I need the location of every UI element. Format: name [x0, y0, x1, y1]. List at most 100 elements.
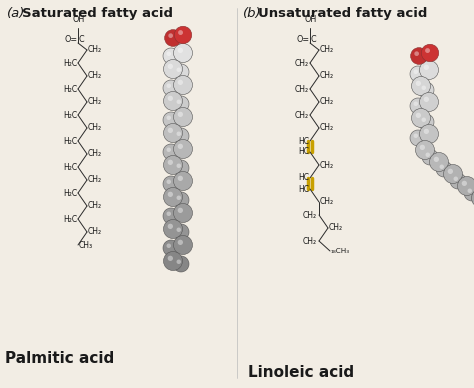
Circle shape [173, 96, 189, 112]
Circle shape [418, 114, 434, 130]
Text: CH₂: CH₂ [295, 85, 309, 94]
Circle shape [413, 133, 418, 138]
Circle shape [447, 169, 453, 174]
Circle shape [164, 220, 182, 239]
Circle shape [467, 189, 472, 193]
Circle shape [444, 165, 463, 184]
Circle shape [173, 171, 192, 191]
Text: C: C [311, 35, 317, 43]
Circle shape [410, 66, 426, 82]
Text: CH₂: CH₂ [320, 45, 334, 54]
Circle shape [173, 64, 189, 80]
Circle shape [168, 96, 173, 101]
Circle shape [163, 112, 179, 128]
Circle shape [176, 196, 181, 200]
Text: CH₂: CH₂ [320, 161, 334, 170]
Circle shape [164, 251, 182, 270]
Circle shape [416, 140, 435, 159]
Text: CH₂: CH₂ [295, 111, 309, 120]
Circle shape [166, 147, 171, 152]
Text: HC: HC [298, 147, 309, 156]
Circle shape [421, 44, 439, 62]
Circle shape [424, 129, 429, 134]
Text: H₂C: H₂C [63, 189, 77, 197]
Text: ₁₈CH₃: ₁₈CH₃ [331, 248, 350, 254]
Circle shape [178, 144, 183, 149]
Text: Palmitic acid: Palmitic acid [5, 351, 114, 366]
Text: Saturated fatty acid: Saturated fatty acid [22, 7, 173, 20]
Circle shape [174, 26, 192, 44]
Circle shape [439, 165, 444, 169]
Text: Unsaturated fatty acid: Unsaturated fatty acid [258, 7, 428, 20]
Circle shape [413, 102, 418, 106]
Text: HC: HC [298, 137, 309, 146]
Circle shape [173, 107, 192, 126]
Circle shape [416, 81, 421, 86]
Circle shape [178, 176, 183, 181]
Text: CH₂: CH₂ [295, 59, 309, 68]
Circle shape [419, 125, 438, 144]
Circle shape [163, 176, 179, 192]
Text: CH₂: CH₂ [303, 211, 317, 220]
Circle shape [410, 130, 426, 146]
Text: C: C [79, 35, 85, 43]
Circle shape [424, 97, 429, 102]
Circle shape [166, 83, 171, 88]
Text: H₂C: H₂C [63, 85, 77, 94]
Circle shape [176, 163, 181, 168]
Circle shape [413, 69, 418, 74]
Circle shape [457, 177, 474, 196]
Circle shape [178, 208, 183, 213]
Circle shape [450, 173, 466, 189]
Circle shape [163, 240, 179, 256]
Text: (a): (a) [7, 7, 26, 20]
Circle shape [178, 30, 183, 35]
Text: CH₂: CH₂ [88, 149, 102, 159]
Circle shape [166, 244, 171, 248]
Circle shape [462, 181, 467, 186]
Text: OH: OH [73, 15, 85, 24]
Circle shape [164, 92, 182, 111]
Circle shape [422, 149, 438, 165]
Circle shape [411, 76, 430, 95]
Circle shape [173, 236, 192, 255]
Circle shape [173, 224, 189, 240]
Text: CH₂: CH₂ [320, 97, 334, 106]
Text: OH: OH [305, 15, 317, 24]
Text: Linoleic acid: Linoleic acid [248, 365, 354, 380]
Circle shape [176, 99, 181, 104]
Circle shape [419, 61, 438, 80]
Text: HC: HC [298, 185, 309, 194]
Circle shape [173, 43, 192, 62]
Text: CH₂: CH₂ [88, 45, 102, 54]
Circle shape [164, 59, 182, 78]
Circle shape [173, 76, 192, 95]
Text: CH₂: CH₂ [303, 237, 317, 246]
Text: CH₂: CH₂ [320, 71, 334, 80]
Text: CH₂: CH₂ [88, 97, 102, 106]
Circle shape [163, 80, 179, 96]
Text: CH₂: CH₂ [320, 197, 334, 206]
Text: (b): (b) [243, 7, 262, 20]
Circle shape [164, 187, 182, 206]
Circle shape [168, 223, 173, 229]
Text: O=: O= [65, 35, 78, 43]
Circle shape [173, 128, 189, 144]
Circle shape [176, 260, 181, 264]
Circle shape [166, 52, 171, 56]
Circle shape [178, 112, 183, 117]
Circle shape [163, 208, 179, 224]
Circle shape [168, 256, 173, 261]
Circle shape [410, 98, 426, 114]
Text: CH₂: CH₂ [88, 175, 102, 185]
Circle shape [173, 256, 189, 272]
Circle shape [424, 65, 429, 70]
Circle shape [166, 180, 171, 184]
Circle shape [434, 157, 439, 162]
Circle shape [418, 82, 434, 98]
Circle shape [410, 48, 428, 64]
Circle shape [168, 33, 173, 38]
Text: H₂C: H₂C [63, 111, 77, 120]
Circle shape [178, 240, 183, 245]
Circle shape [421, 85, 426, 90]
